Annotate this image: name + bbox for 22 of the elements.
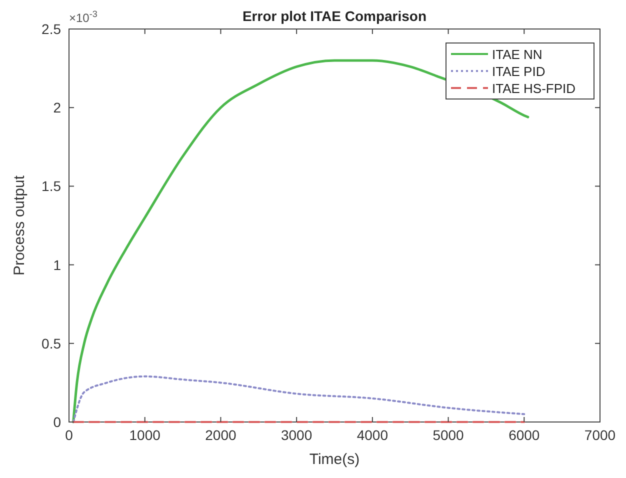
legend-label: ITAE PID [492, 64, 546, 79]
x-tick-label: 6000 [508, 427, 540, 443]
x-axis-title: Time(s) [309, 451, 360, 468]
y-tick-label: 1.5 [42, 178, 62, 194]
legend-label: ITAE NN [492, 47, 542, 62]
legend-label: ITAE HS-FPID [492, 81, 576, 96]
y-tick-label: 0.5 [42, 335, 62, 352]
chart-title: Error plot ITAE Comparison [242, 8, 427, 24]
x-tick-label: 5000 [432, 427, 464, 443]
x-tick-label: 0 [65, 427, 74, 443]
y-axis-title: Process output [11, 174, 28, 276]
text: ×10$^{-3}$ [69, 9, 98, 25]
x-tick-label: 4000 [356, 427, 388, 443]
y-tick-label: 2 [53, 100, 62, 116]
x-tick-label: 7000 [584, 427, 616, 443]
x-tick-label: 2000 [205, 427, 236, 443]
x-tick-label: 1000 [129, 427, 161, 443]
line-series [72, 375, 526, 423]
y-tick-label: 0 [53, 414, 62, 430]
x-tick-label: 3000 [280, 427, 312, 443]
y-tick-label: 2.5 [42, 21, 62, 37]
y-tick-label: 1 [53, 256, 62, 273]
